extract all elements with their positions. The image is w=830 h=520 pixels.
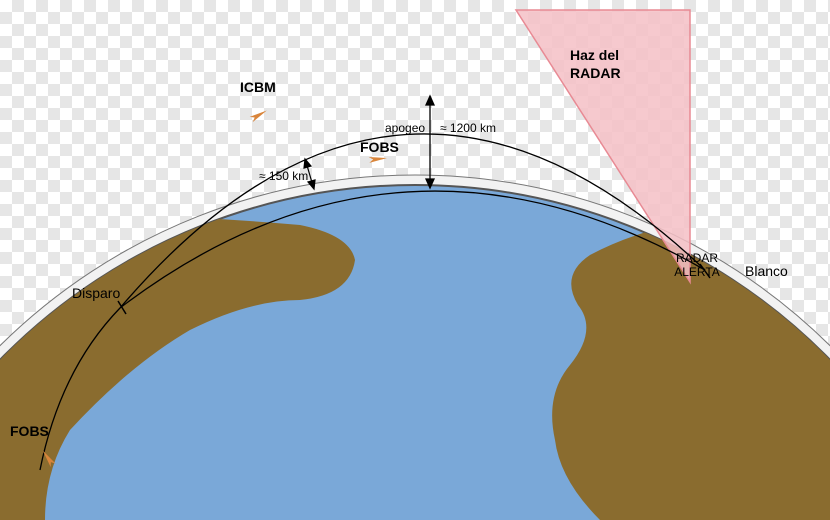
label-radar-warning-1: RADAR [676, 251, 718, 265]
label-radar-beam-2: RADAR [570, 65, 621, 81]
arrow-icbm [250, 108, 269, 122]
label-icbm: ICBM [240, 79, 276, 95]
label-fobs-bottom: FOBS [10, 423, 49, 439]
diagram-svg: ICBM FOBS FOBS Disparo Blanco RADAR ALER… [0, 0, 830, 520]
label-target: Blanco [745, 263, 788, 279]
label-fobs-alt: ≈ 150 km [259, 169, 308, 183]
apogee-marker [426, 96, 434, 188]
label-apogee-val: ≈ 1200 km [440, 121, 496, 135]
arrow-fobs-top [369, 155, 388, 163]
label-radar-warning-2: ALERTA [674, 265, 720, 279]
label-launch: Disparo [72, 285, 120, 301]
label-fobs-top: FOBS [360, 139, 399, 155]
label-apogee: apogeo [385, 121, 425, 135]
label-radar-beam-1: Haz del [570, 47, 619, 63]
